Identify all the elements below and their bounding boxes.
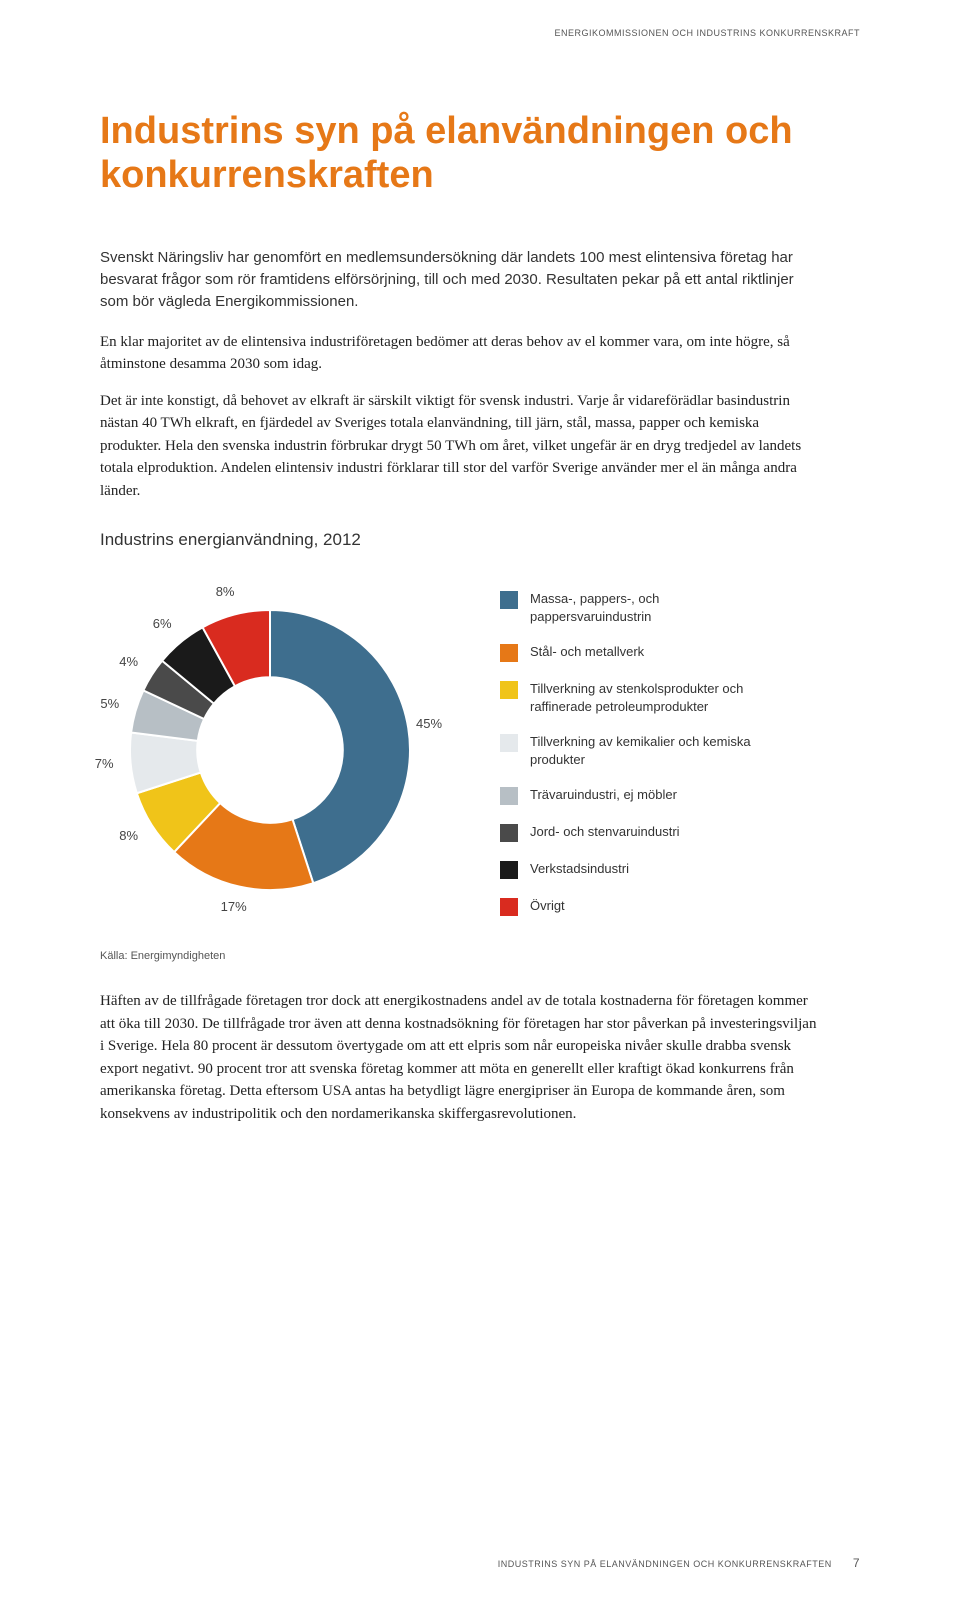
slice-label: 6% [153,616,172,631]
body-paragraph-2: Det är inte konstigt, då behovet av elkr… [100,390,820,503]
legend-swatch [500,824,518,842]
legend-label: Övrigt [530,897,565,915]
page-footer: INDUSTRINS SYN PÅ ELANVÄNDNINGEN OCH KON… [498,1556,860,1570]
slice-label: 45% [416,716,442,731]
slice-label: 7% [95,756,114,771]
legend-label: Trävaruindustri, ej möbler [530,786,677,804]
intro-paragraph: Svenskt Näringsliv har genomfört en medl… [100,247,820,312]
legend-item: Tillverkning av stenkolsprodukter och ra… [500,680,780,715]
page-number: 7 [853,1556,860,1570]
legend-item: Trävaruindustri, ej möbler [500,786,780,805]
body-paragraph-3: Häften av de tillfrågade företagen tror … [100,990,820,1125]
slice-label: 4% [119,654,138,669]
chart-title: Industrins energianvändning, 2012 [100,530,860,550]
legend-swatch [500,898,518,916]
slice-label: 17% [221,899,247,914]
legend-item: Stål- och metallverk [500,643,780,662]
slice-label: 8% [119,828,138,843]
chart-legend: Massa-, pappers-, och pappersvaruindustr… [500,590,780,916]
legend-label: Verkstadsindustri [530,860,629,878]
legend-item: Övrigt [500,897,780,916]
legend-swatch [500,734,518,752]
donut-chart: 45%17%8%7%5%4%6%8% [100,580,440,920]
legend-swatch [500,681,518,699]
chart-area: 45%17%8%7%5%4%6%8% Massa-, pappers-, och… [100,580,860,920]
chart-source: Källa: Energimyndigheten [100,950,860,962]
page-title: Industrins syn på elanvändningen och kon… [100,110,860,197]
slice-label: 8% [216,584,235,599]
legend-swatch [500,787,518,805]
body-paragraph-1: En klar majoritet av de elintensiva indu… [100,331,820,376]
legend-label: Massa-, pappers-, och pappersvaruindustr… [530,590,780,625]
legend-label: Stål- och metallverk [530,643,644,661]
page-header: ENERGIKOMMISSIONEN OCH INDUSTRINS KONKUR… [554,28,860,38]
legend-swatch [500,644,518,662]
legend-item: Massa-, pappers-, och pappersvaruindustr… [500,590,780,625]
legend-item: Tillverkning av kemikalier och kemiska p… [500,733,780,768]
legend-label: Jord- och stenvaruindustri [530,823,680,841]
legend-swatch [500,861,518,879]
legend-item: Jord- och stenvaruindustri [500,823,780,842]
legend-label: Tillverkning av stenkolsprodukter och ra… [530,680,780,715]
footer-text: INDUSTRINS SYN PÅ ELANVÄNDNINGEN OCH KON… [498,1559,832,1569]
slice-label: 5% [100,696,119,711]
legend-label: Tillverkning av kemikalier och kemiska p… [530,733,780,768]
legend-swatch [500,591,518,609]
legend-item: Verkstadsindustri [500,860,780,879]
